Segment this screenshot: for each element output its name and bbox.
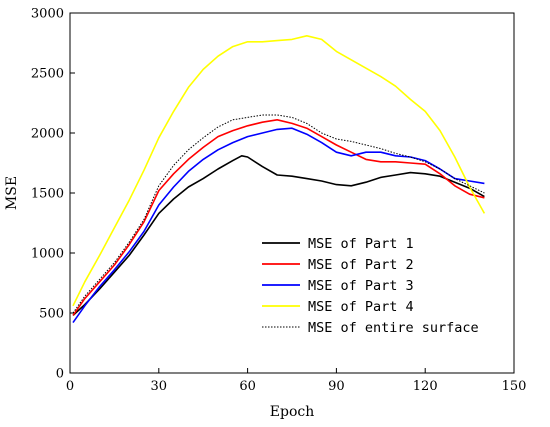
series-line-1 <box>72 155 485 316</box>
y-axis-title: MSE <box>4 176 20 210</box>
series-layer <box>72 34 486 324</box>
series-line-2 <box>72 119 485 316</box>
y-tick-label: 3000 <box>31 7 64 22</box>
y-tick-label: 2000 <box>31 127 64 142</box>
x-tick-label: 0 <box>66 379 74 394</box>
x-tick-label: 60 <box>239 379 256 394</box>
x-axis: 0 30 60 90 120 150 <box>66 368 527 394</box>
y-tick-label: 1500 <box>31 187 64 202</box>
series-line-5 <box>72 114 485 314</box>
legend-label: MSE of Part 1 <box>308 236 414 252</box>
series-line-4 <box>72 34 486 307</box>
y-tick-label: 1000 <box>31 247 64 262</box>
x-tick-label: 90 <box>328 379 345 394</box>
series-line-3 <box>72 127 485 324</box>
legend-label: MSE of entire surface <box>308 320 479 336</box>
x-tick-label: 120 <box>413 379 438 394</box>
x-axis-title: Epoch <box>270 404 314 420</box>
legend: MSE of Part 1 MSE of Part 2 MSE of Part 3 M… <box>262 236 479 336</box>
y-tick-label: 500 <box>39 307 64 322</box>
y-tick-label: 2500 <box>31 67 64 82</box>
plot-frame <box>69 12 515 374</box>
y-tick-label: 0 <box>56 367 64 382</box>
legend-label: MSE of Part 4 <box>308 299 414 315</box>
legend-label: MSE of Part 3 <box>308 278 414 294</box>
y-axis: 0 500 1000 1500 2000 2500 3000 <box>31 7 75 382</box>
legend-label: MSE of Part 2 <box>308 257 414 273</box>
x-tick-label: 150 <box>502 379 527 394</box>
x-tick-label: 30 <box>151 379 168 394</box>
